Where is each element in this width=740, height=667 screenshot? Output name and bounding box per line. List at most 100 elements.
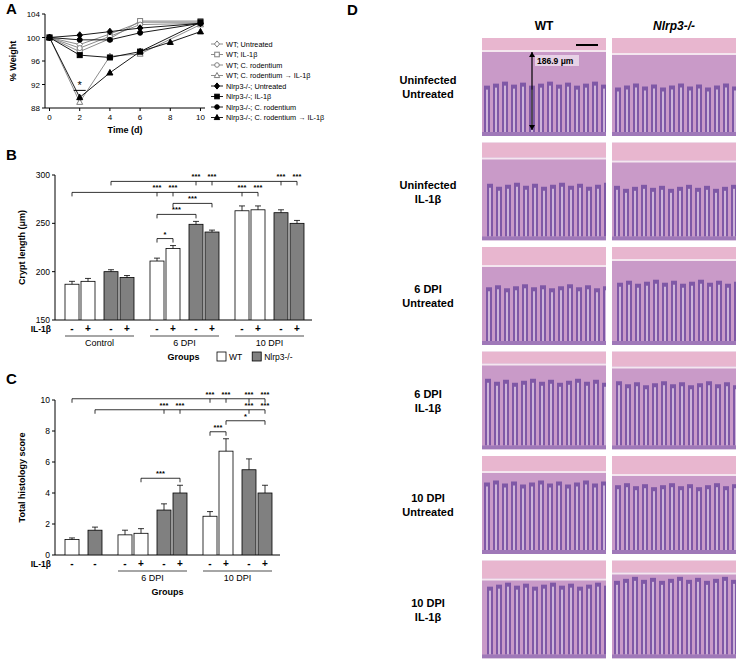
crypt xyxy=(715,384,721,445)
crypt xyxy=(680,284,686,341)
scale-annotation: 186.9 μm xyxy=(537,56,574,66)
significance-bracket: ************ xyxy=(95,401,269,414)
group-line xyxy=(150,336,219,337)
crypt xyxy=(574,483,580,551)
crypt xyxy=(714,483,720,550)
crypt xyxy=(650,578,656,655)
bracket-drop xyxy=(265,410,266,414)
error-cap xyxy=(69,281,75,282)
crypt-lumen xyxy=(585,88,586,132)
crypt-lumen xyxy=(715,583,716,655)
group-line xyxy=(118,571,187,572)
crypt-lumen xyxy=(588,191,589,237)
tissue xyxy=(612,352,736,450)
bracket-drop xyxy=(249,410,250,414)
crypt-lumen xyxy=(513,89,514,132)
crypt-lumen xyxy=(577,383,578,446)
crypt xyxy=(566,381,572,446)
crypt-lumen xyxy=(679,581,680,655)
crypt xyxy=(723,84,729,133)
crypt xyxy=(696,85,702,133)
column-header: Nlrp3-/- xyxy=(653,19,695,33)
marker xyxy=(47,34,53,41)
crypt xyxy=(731,185,736,237)
y-tick xyxy=(52,493,55,494)
crypt-lumen xyxy=(733,189,734,237)
crypt xyxy=(650,188,656,237)
crypt-lumen xyxy=(671,487,672,550)
error-line xyxy=(173,246,174,249)
crypt xyxy=(502,484,508,551)
crypt-lumen xyxy=(570,588,571,655)
crypt xyxy=(651,85,657,133)
error-bar xyxy=(177,485,183,493)
crypt-lumen xyxy=(558,486,559,551)
error-line xyxy=(95,527,96,530)
x-tick xyxy=(200,108,201,111)
significance-label: *** xyxy=(172,205,181,214)
crypt-lumen xyxy=(516,187,517,237)
crypt xyxy=(577,184,583,237)
bar xyxy=(274,213,288,320)
crypt xyxy=(670,384,676,445)
crypt xyxy=(484,483,490,551)
muscle-layer xyxy=(612,38,736,53)
crypt xyxy=(642,484,648,550)
legend-label: Nlrp3-/- xyxy=(264,352,293,362)
crypt-lumen xyxy=(671,90,672,133)
plot-area xyxy=(47,19,204,105)
error-bar xyxy=(255,206,261,210)
crypt xyxy=(577,587,583,655)
bracket-drop xyxy=(95,410,96,414)
row-label: Uninfected xyxy=(400,179,457,191)
crypt xyxy=(686,580,692,655)
crypt-lumen xyxy=(718,285,719,341)
crypt xyxy=(584,382,590,446)
crypt xyxy=(687,484,693,550)
crypt-lumen xyxy=(628,285,629,341)
error-cap xyxy=(193,221,199,222)
bracket-drop xyxy=(212,203,213,207)
tissue-gap xyxy=(612,573,736,575)
bracket-drop xyxy=(226,421,227,425)
epithelium xyxy=(612,655,736,659)
epithelium xyxy=(612,237,736,241)
crypt xyxy=(514,586,520,655)
crypt xyxy=(585,285,591,341)
crypt xyxy=(512,383,518,446)
error-cap xyxy=(223,438,229,439)
bar xyxy=(120,277,134,320)
error-cap xyxy=(138,528,144,529)
row-label: 6 DPI xyxy=(414,388,442,400)
error-cap xyxy=(207,511,213,512)
epithelium xyxy=(482,237,606,241)
crypt-lumen xyxy=(486,90,487,132)
crypt-lumen xyxy=(525,588,526,655)
error-line xyxy=(164,504,165,510)
bracket-drop xyxy=(180,478,181,482)
bracket-drop xyxy=(265,399,266,403)
marker xyxy=(167,39,173,45)
crypt-lumen xyxy=(603,486,604,551)
tissue-gap xyxy=(482,158,606,160)
crypt-lumen xyxy=(708,385,709,445)
crypt xyxy=(724,382,730,445)
crypt xyxy=(723,486,729,550)
crypt xyxy=(530,379,536,446)
crypt xyxy=(511,85,517,132)
bracket-drop xyxy=(210,432,211,436)
crypt xyxy=(602,383,606,446)
crypt xyxy=(603,286,606,341)
crypt xyxy=(632,577,638,655)
significance-label: *** xyxy=(238,183,247,192)
crypt-lumen xyxy=(697,192,698,237)
crypt-lumen xyxy=(594,488,595,551)
series-line xyxy=(50,32,201,98)
error-bar xyxy=(262,485,268,493)
crypt-lumen xyxy=(488,291,489,341)
bar xyxy=(65,540,79,556)
error-cap xyxy=(209,230,215,231)
crypt xyxy=(601,85,606,132)
crypt-lumen xyxy=(699,387,700,445)
crypt xyxy=(556,85,562,132)
